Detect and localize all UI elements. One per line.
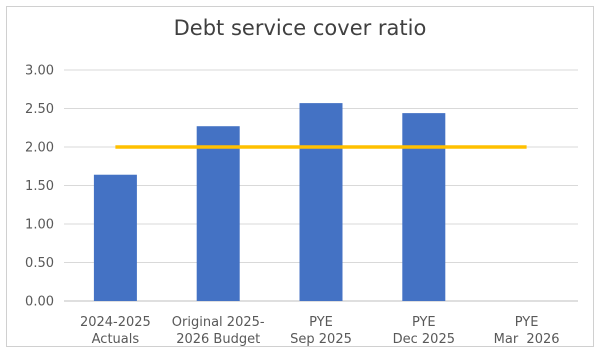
x-tick-label-line: Sep 2025	[290, 332, 352, 347]
bar	[196, 126, 240, 302]
y-tick-label: 3.00	[25, 64, 54, 79]
y-tick-label: 2.00	[25, 141, 54, 156]
bar	[299, 103, 343, 301]
x-tick-label-line: PYE	[309, 315, 333, 330]
y-tick-label: 0.00	[25, 295, 54, 310]
bars	[93, 103, 446, 302]
x-tick-label-line: Actuals	[92, 332, 140, 347]
x-tick-label-line: PYE	[515, 315, 539, 330]
y-tick-label: 1.50	[25, 179, 54, 194]
y-tick-label: 0.50	[25, 256, 54, 271]
x-tick-label-line: PYE	[412, 315, 436, 330]
chart-title: Debt service cover ratio	[173, 16, 427, 40]
x-tick-label: PYE Mar 2026	[494, 315, 560, 347]
x-tick-label-line: Mar 2026	[494, 332, 560, 347]
x-tick-label: PYE Sep 2025	[290, 315, 352, 347]
bar	[402, 113, 446, 302]
x-axis-ticks: 2024-2025 Actuals Original 2025- 2026 Budge…	[80, 315, 560, 347]
bar	[93, 174, 137, 301]
x-tick-label: PYE Dec 2025	[393, 315, 455, 347]
x-tick-label: 2024-2025 Actuals	[80, 315, 151, 347]
x-tick-label-line: Dec 2025	[393, 332, 455, 347]
x-tick-label-line: 2024-2025	[80, 315, 151, 330]
y-tick-label: 1.00	[25, 218, 54, 233]
x-tick-label: Original 2025- 2026 Budget	[172, 315, 265, 347]
x-tick-label-line: Original 2025-	[172, 315, 265, 330]
y-tick-label: 2.50	[25, 102, 54, 117]
x-tick-label-line: 2026 Budget	[176, 332, 260, 347]
y-axis-ticks: 0.00 0.50 1.00 1.50 2.00 2.50 3.00	[25, 64, 54, 310]
